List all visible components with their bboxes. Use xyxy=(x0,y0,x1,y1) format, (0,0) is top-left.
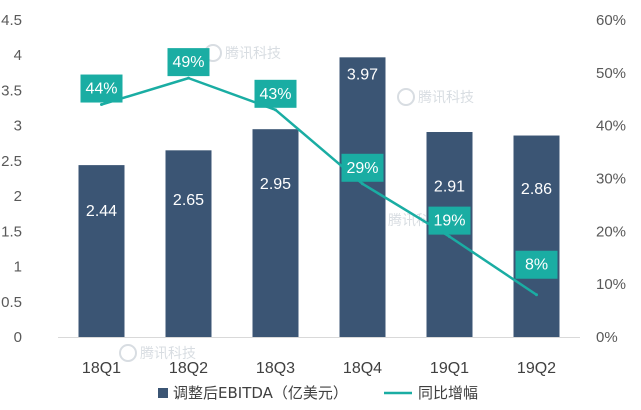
right-tick-label: 0% xyxy=(596,329,618,346)
line-point xyxy=(448,235,451,239)
category-label: 18Q4 xyxy=(343,360,382,377)
left-tick-label: 4 xyxy=(14,47,22,64)
axes: 0 0.5 1 1.5 2 2.5 3 3.5 4 4.5 0% 10% 20% 30% 40% 50% 60%… xyxy=(1,12,626,377)
legend-bar-swatch xyxy=(158,388,168,398)
bar-value-label: 2.65 xyxy=(173,192,204,209)
left-tick-label: 4.5 xyxy=(1,12,22,29)
bar-value-label: 2.95 xyxy=(260,176,291,193)
line-label-box xyxy=(80,74,123,103)
line-point xyxy=(274,108,277,112)
left-tick-label: 0.5 xyxy=(1,294,22,311)
watermark-logo-icon xyxy=(397,88,415,106)
line-value-label: 44% xyxy=(85,81,117,98)
legend-line-label: 同比增幅 xyxy=(418,384,478,402)
line-label-box xyxy=(167,48,210,77)
line-label-box xyxy=(341,153,384,182)
left-tick-label: 2.5 xyxy=(1,153,22,170)
right-tick-label: 30% xyxy=(596,171,626,188)
left-tick-label: 3.5 xyxy=(1,82,22,99)
line-label-box xyxy=(428,206,471,235)
bar-value-label: 2.86 xyxy=(521,181,552,198)
left-tick-label: 2 xyxy=(14,188,22,205)
right-tick-label: 10% xyxy=(596,276,626,293)
watermark-text: 腾讯科技 xyxy=(418,89,474,106)
right-tick-label: 20% xyxy=(596,223,626,240)
legend-bar-label: 调整后EBITDA（亿美元） xyxy=(173,384,348,402)
bar xyxy=(78,165,125,337)
legend: 调整后EBITDA（亿美元） 同比增幅 xyxy=(158,384,478,402)
watermark: 腾讯科技 xyxy=(397,88,474,106)
left-tick-label: 0 xyxy=(14,329,22,346)
line-point xyxy=(361,182,364,186)
watermark-text: 腾讯科技 xyxy=(225,45,281,62)
left-tick-label: 1.5 xyxy=(1,223,22,240)
category-label: 18Q2 xyxy=(169,360,208,377)
line-label-box xyxy=(254,79,297,108)
right-tick-label: 50% xyxy=(596,65,626,82)
left-tick-label: 1 xyxy=(14,259,22,276)
watermark: 腾讯科技 xyxy=(119,344,196,362)
watermark: 腾讯科技 xyxy=(204,44,281,62)
line-value-label: 19% xyxy=(433,213,465,230)
bar xyxy=(339,57,386,337)
bar-value-label: 3.97 xyxy=(347,66,378,83)
bar xyxy=(252,129,299,337)
line-value-label: 29% xyxy=(346,160,378,177)
line-point xyxy=(187,76,190,80)
line-point xyxy=(100,103,103,107)
bar-value-label: 2.91 xyxy=(434,178,465,195)
category-label: 19Q2 xyxy=(517,360,556,377)
bar-value-label: 2.44 xyxy=(86,203,117,220)
bar xyxy=(513,135,560,337)
line-label-box xyxy=(515,250,558,279)
line-value-label: 43% xyxy=(259,86,291,103)
category-label: 18Q1 xyxy=(82,360,121,377)
line-point xyxy=(535,293,538,297)
line-value-label: 8% xyxy=(525,257,548,274)
category-label: 19Q1 xyxy=(430,360,469,377)
watermark-text: 腾讯科技 xyxy=(140,345,196,362)
category-label: 18Q3 xyxy=(256,360,295,377)
line-value-label: 49% xyxy=(172,54,204,71)
line-series: 44% 49% 43% 29% 19% 8% xyxy=(80,48,558,297)
bars: 2.44 2.65 2.95 3.97 2.91 2.86 xyxy=(78,57,560,337)
growth-line xyxy=(101,76,538,296)
left-tick-label: 3 xyxy=(14,118,22,135)
right-tick-label: 40% xyxy=(596,118,626,135)
bar xyxy=(165,150,212,337)
watermark-logo-icon xyxy=(119,344,137,362)
right-tick-label: 60% xyxy=(596,12,626,29)
